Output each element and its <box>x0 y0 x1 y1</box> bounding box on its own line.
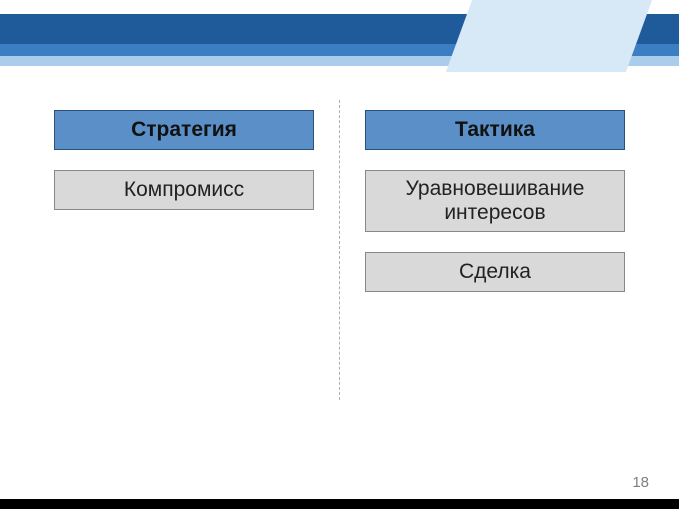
right-item-1: Уравновешивание интересов <box>365 170 625 232</box>
left-header-box: Стратегия <box>54 110 314 150</box>
footer-bar <box>0 499 679 509</box>
page-number: 18 <box>632 474 649 491</box>
slide: Стратегия Компромисс Тактика Уравновешив… <box>0 0 679 509</box>
right-item-2: Сделка <box>365 252 625 292</box>
columns: Стратегия Компромисс Тактика Уравновешив… <box>0 110 679 292</box>
right-header-box: Тактика <box>365 110 625 150</box>
left-column: Стратегия Компромисс <box>47 110 322 292</box>
left-item-1: Компромисс <box>54 170 314 210</box>
band-slash <box>446 0 652 72</box>
header-band <box>0 0 679 72</box>
right-column: Тактика Уравновешивание интересов Сделка <box>358 110 633 292</box>
